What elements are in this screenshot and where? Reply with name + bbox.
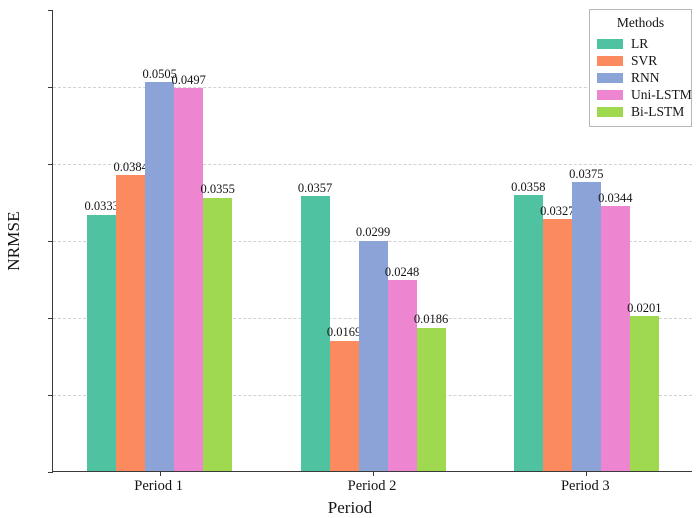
legend-item: RNN [597,69,684,86]
legend-item: Bi-LSTM [597,103,684,120]
bar-value-label: 0.0248 [384,264,420,279]
bar: 0.0299 [356,226,390,471]
legend-item-label: RNN [631,69,660,85]
y-tick-mark [48,318,53,319]
legend-item: LR [597,35,684,52]
x-tick-mark [373,471,374,476]
bar: 0.0248 [385,266,419,471]
bar: 0.0186 [414,313,448,471]
bar-value-label: 0.0169 [326,325,362,340]
bar-value-label: 0.0375 [569,166,604,181]
x-tick-mark [159,471,161,476]
bar: 0.0357 [298,182,332,471]
legend-color-swatch [597,38,623,49]
bar-value-label: 0.0201 [627,300,662,315]
legend-item-label: SVR [631,52,658,68]
bar: 0.0355 [200,183,235,471]
bar: 0.0497 [171,74,206,471]
legend: Methods LR SVR RNN Uni-LSTM Bi-LSTM [589,9,692,127]
x-tick-mark [586,471,588,476]
legend-color-swatch [597,55,623,66]
bar-value-label: 0.0357 [297,180,333,195]
bar: 0.0169 [327,326,361,471]
bar-value-label: 0.0358 [511,179,546,194]
y-tick-mark [48,164,53,165]
legend-color-swatch [597,89,623,100]
y-tick-mark [48,472,53,473]
bar: 0.0358 [511,181,546,471]
legend-color-swatch [597,106,623,117]
bar: 0.0384 [113,161,148,471]
bar: 0.0505 [142,68,177,471]
bar: 0.0333 [84,200,119,471]
bar: 0.0201 [627,302,662,471]
bar-value-label: 0.0327 [540,203,575,218]
y-axis-title: NRMSE [4,211,23,271]
y-tick-mark [48,10,53,11]
bar-value-label: 0.0355 [200,182,235,197]
legend-item: Uni-LSTM [597,86,692,103]
bar-value-label: 0.0186 [413,312,449,327]
bar-value-label: 0.0497 [171,72,206,87]
legend-item-label: LR [631,35,649,51]
y-tick-mark [48,241,53,242]
y-tick-mark [48,395,53,396]
legend-title: Methods [616,15,665,30]
legend-items: LR SVR RNN Uni-LSTM Bi-LSTM [597,35,692,120]
x-tick-label: Period 1 [134,478,184,494]
legend-item-label: Bi-LSTM [631,103,685,119]
bar: 0.0375 [569,168,604,471]
gridline [53,164,692,165]
legend-color-swatch [597,72,623,83]
legend-item-label: Uni-LSTM [631,86,692,102]
bar-value-label: 0.0344 [598,190,633,205]
x-tick-label: Period 3 [560,478,610,494]
bar-value-label: 0.0299 [355,225,391,240]
x-axis-title: Period [327,498,373,517]
bar: 0.0344 [598,192,633,471]
plot-area: 0.000.010.020.030.040.050.06 0.03330.038… [48,10,692,476]
bar-value-label: 0.0505 [142,66,177,81]
bar-value-label: 0.0384 [113,159,148,174]
legend-item: SVR [597,52,684,69]
x-tick-label: Period 2 [347,478,397,494]
y-tick-mark [48,87,53,88]
bar-value-label: 0.0333 [84,199,119,214]
bar: 0.0327 [540,205,575,471]
gridline [53,87,692,88]
